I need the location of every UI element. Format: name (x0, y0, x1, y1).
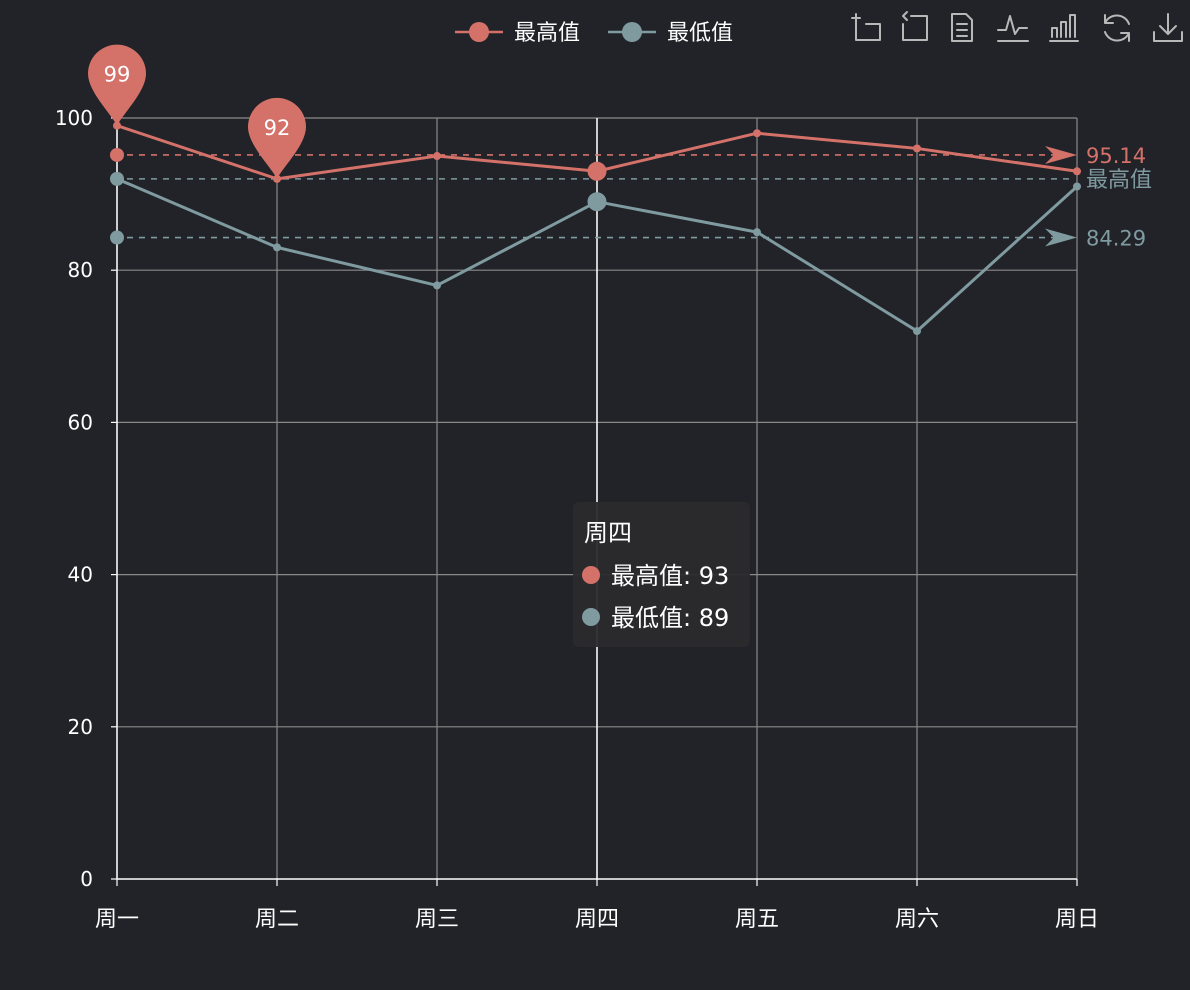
line-chart-icon[interactable] (997, 15, 1029, 42)
tooltip-row-marker (582, 566, 600, 584)
data-point[interactable] (273, 243, 281, 252)
tooltip-title: 周四 (584, 519, 632, 547)
x-tick-label: 周三 (415, 907, 459, 932)
zoom-reset-icon[interactable] (902, 11, 928, 41)
data-point[interactable] (913, 144, 921, 153)
legend-marker[interactable] (622, 22, 642, 42)
y-tick-label: 80 (68, 258, 93, 282)
data-point[interactable] (113, 174, 121, 183)
data-view-icon[interactable] (951, 13, 973, 42)
data-point[interactable] (753, 228, 761, 237)
mark-line-label: 84.29 (1086, 227, 1146, 251)
data-point[interactable] (433, 152, 441, 161)
data-point[interactable] (587, 161, 607, 181)
restore-icon[interactable] (1104, 14, 1130, 42)
save-image-icon[interactable] (1153, 13, 1183, 42)
zoom-icon[interactable] (851, 13, 881, 41)
tooltip-row-label: 最低值: 89 (611, 604, 729, 632)
legend-item-label[interactable]: 最高值 (514, 21, 580, 46)
y-tick-label: 100 (55, 106, 93, 130)
mark-line-start-dot (110, 230, 124, 245)
bar-chart-icon[interactable] (1049, 14, 1079, 42)
mark-line-label: 95.14 (1086, 144, 1146, 168)
mark-line-arrow (1045, 228, 1077, 247)
tooltip-row-label: 最高值: 93 (611, 562, 729, 590)
mark-line-arrow (1045, 145, 1077, 164)
mark-line-label: 最高值 (1086, 168, 1152, 193)
x-tick-label: 周日 (1055, 907, 1099, 932)
y-tick-label: 0 (80, 867, 93, 891)
x-tick-label: 周四 (575, 907, 619, 932)
legend-marker[interactable] (469, 22, 489, 42)
x-tick-label: 周五 (735, 907, 779, 932)
data-point[interactable] (913, 327, 921, 336)
mark-line-start-dot (110, 147, 124, 162)
data-point[interactable] (587, 192, 607, 212)
x-tick-label: 周六 (895, 907, 939, 932)
data-point[interactable] (433, 281, 441, 290)
tooltip-box (573, 502, 750, 647)
y-tick-label: 20 (68, 715, 93, 739)
tooltip-row-marker (582, 608, 600, 626)
legend-item-label[interactable]: 最低值 (667, 21, 733, 46)
y-tick-label: 60 (68, 410, 93, 434)
mark-point-label: 99 (104, 63, 131, 87)
x-tick-label: 周二 (255, 907, 299, 932)
data-point[interactable] (753, 129, 761, 138)
mark-point-label: 92 (264, 116, 291, 140)
mark-point-pin[interactable] (88, 44, 146, 126)
data-point[interactable] (1073, 182, 1081, 191)
data-point[interactable] (1073, 167, 1081, 176)
y-tick-label: 40 (68, 563, 93, 587)
mark-point-pin[interactable] (248, 97, 306, 179)
x-tick-label: 周一 (95, 907, 139, 932)
